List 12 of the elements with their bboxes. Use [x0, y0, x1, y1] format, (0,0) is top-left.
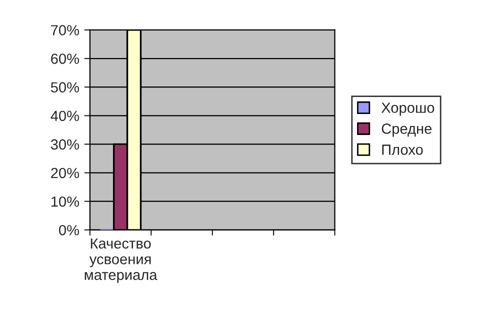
y-tick-label: 60% [51, 54, 80, 64]
y-tick-label: 20% [51, 168, 80, 178]
y-tick-label: 10% [51, 196, 80, 207]
y-tick-label: 40% [50, 110, 80, 122]
y-tick-label: 70% [51, 25, 80, 36]
x-tick-label: Качество усвоения материала [84, 238, 158, 283]
legend-label: Плохо [382, 144, 423, 155]
y-tick-label: 50% [50, 82, 80, 93]
legend-label: Хорошо [381, 102, 434, 116]
y-tick-label: 0% [59, 225, 80, 236]
y-tick-label: 30% [50, 139, 80, 150]
legend-label: Средне [382, 124, 432, 137]
